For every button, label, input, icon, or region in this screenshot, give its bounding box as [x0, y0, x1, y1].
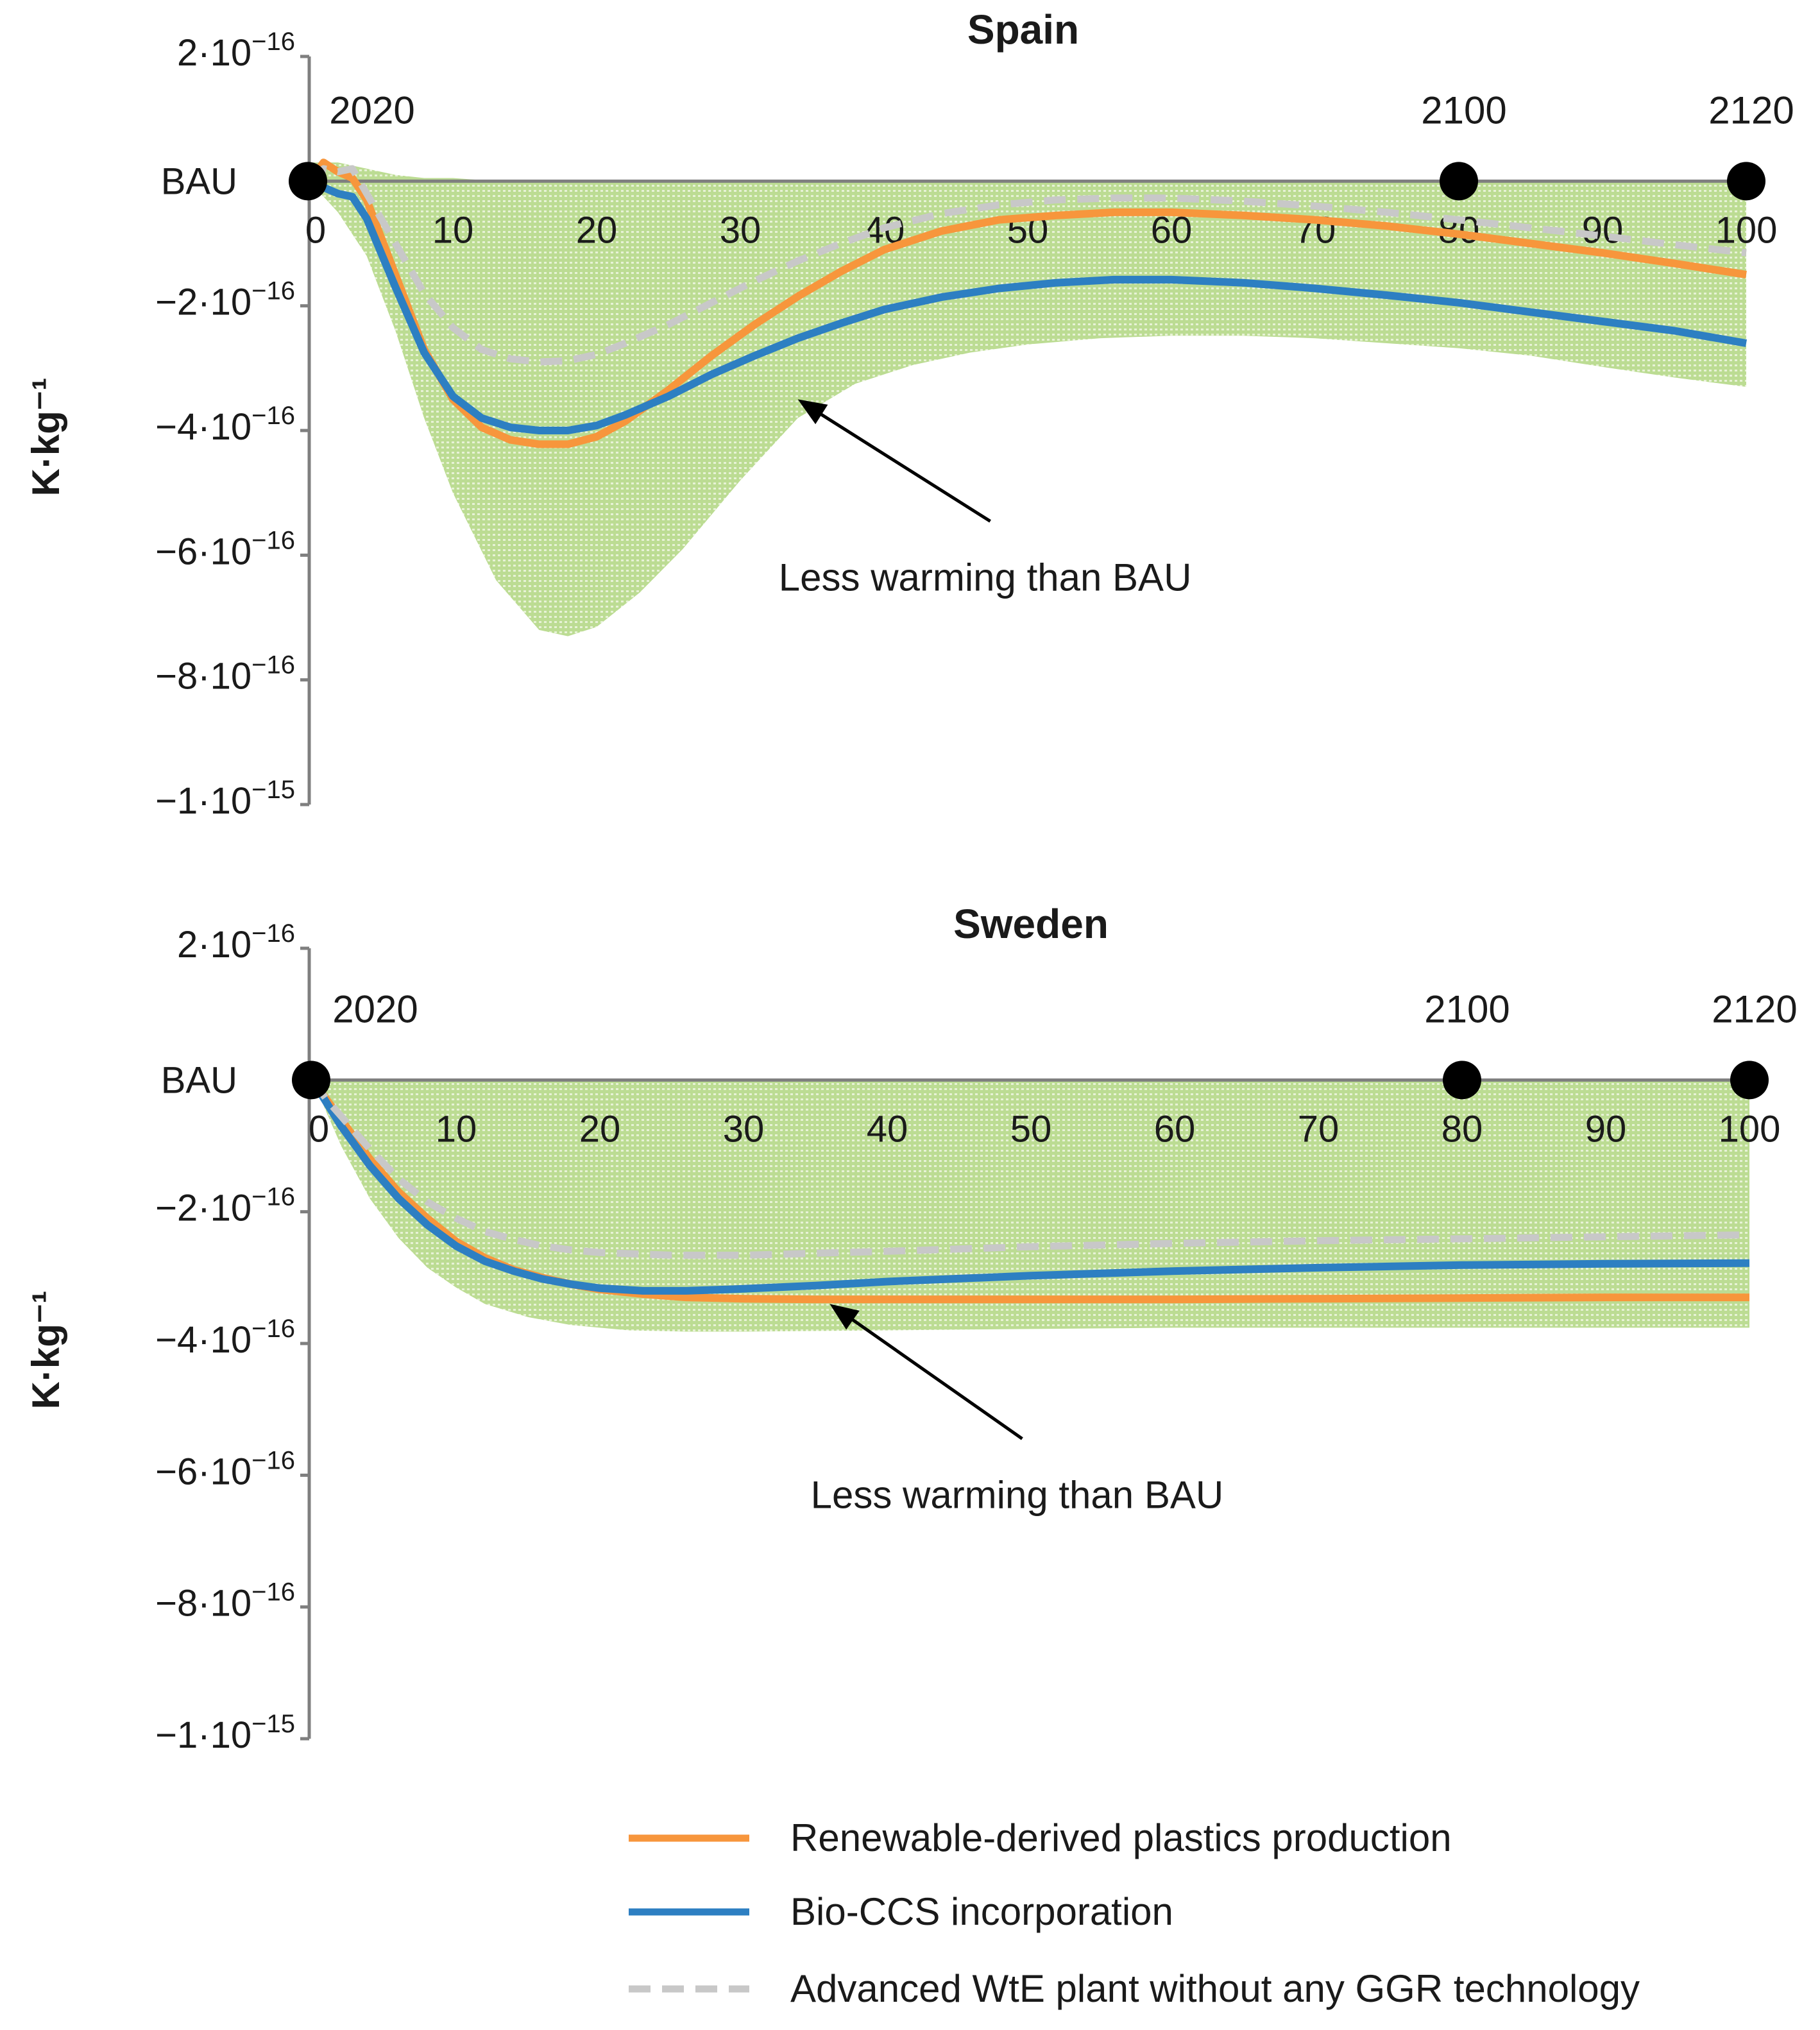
y-tick-label: −6·10−16 — [155, 526, 295, 572]
annotation-text: Less warming than BAU — [779, 556, 1192, 599]
y-tick-label: −1·10−15 — [155, 1710, 295, 1756]
series-line-bio-ccs-incorporation — [309, 1078, 1750, 1295]
x-tick-label: 0 — [309, 1108, 329, 1150]
baseline-label: BAU — [161, 1059, 237, 1101]
panel-sweden: Sweden 2·10−16 −2·10−16 −4·10−16 −6·10−16 −8·… — [24, 901, 1798, 1756]
year-marker — [1440, 162, 1478, 201]
annotation-text: Less warming than BAU — [811, 1473, 1224, 1516]
year-marker — [289, 162, 327, 201]
x-tick-label: 60 — [1154, 1108, 1196, 1150]
year-label: 2020 — [329, 89, 414, 132]
x-tick-label: 70 — [1298, 1108, 1339, 1150]
legend-label: Advanced WtE plant without any GGR techn… — [790, 1967, 1640, 2010]
x-tick-label: 30 — [720, 209, 761, 251]
baseline-label: BAU — [161, 160, 237, 202]
year-marker — [1443, 1061, 1481, 1100]
year-label: 2020 — [332, 987, 418, 1030]
panel-spain: Spain 2·10−16 −2·10−16 −4·10−16 −6·10−16 −8·1… — [24, 6, 1794, 822]
y-tick-label: −4·10−16 — [155, 402, 295, 448]
x-tick-label: 30 — [723, 1108, 765, 1150]
chart-title: Sweden — [953, 901, 1109, 947]
year-marker — [1727, 162, 1765, 201]
year-label: 2100 — [1424, 987, 1510, 1030]
y-tick-label: −6·10−16 — [155, 1446, 295, 1492]
legend-label: Renewable-derived plastics production — [790, 1816, 1452, 1859]
y-tick-label: −2·10−16 — [155, 277, 295, 323]
x-tick-label: 10 — [432, 209, 474, 251]
annotation-arrow-head — [797, 399, 828, 425]
annotation-arrow-shaft — [804, 403, 991, 523]
y-tick-label: −2·10−16 — [155, 1183, 295, 1229]
y-tick-label: −1·10−15 — [155, 776, 295, 822]
year-label: 2120 — [1712, 987, 1797, 1030]
x-tick-label: 80 — [1442, 1108, 1483, 1150]
legend: Renewable-derived plastics production Bio… — [629, 1816, 1640, 2010]
year-label: 2100 — [1421, 89, 1506, 132]
series-line-advanced-wte-plant-without-any-ggr-technology — [309, 1078, 1750, 1259]
x-tick-label: 90 — [1582, 209, 1624, 251]
y-tick-label: 2·10−16 — [177, 919, 295, 966]
x-tick-label: 10 — [436, 1108, 477, 1150]
y-axis-label: K·kg⁻¹ — [24, 378, 67, 497]
series-line-bio-ccs-incorporation — [307, 177, 1748, 434]
y-tick-label: −4·10−16 — [155, 1315, 295, 1361]
y-tick-label: −8·10−16 — [155, 1578, 295, 1625]
x-tick-label: 100 — [1715, 209, 1778, 251]
y-tick-label: −8·10−16 — [155, 651, 295, 697]
y-tick-label: 2·10−16 — [177, 28, 295, 74]
x-tick-label: 90 — [1585, 1108, 1627, 1150]
x-tick-label: 0 — [305, 209, 326, 251]
year-label: 2120 — [1708, 89, 1794, 132]
series-line-advanced-wte-plant-without-any-ggr-technology — [307, 165, 1747, 366]
x-tick-label: 20 — [576, 209, 618, 251]
x-tick-label: 100 — [1719, 1108, 1781, 1150]
chart-title: Spain — [967, 6, 1079, 53]
year-marker — [1730, 1061, 1769, 1100]
y-axis-label: K·kg⁻¹ — [24, 1291, 67, 1410]
uncertainty-band — [309, 162, 1746, 636]
x-tick-label: 20 — [579, 1108, 621, 1150]
annotation-arrow-head — [829, 1304, 860, 1330]
legend-label: Bio-CCS incorporation — [790, 1890, 1173, 1933]
x-tick-label: 40 — [867, 1108, 908, 1150]
year-marker — [292, 1061, 330, 1100]
x-tick-label: 50 — [1010, 1108, 1052, 1150]
annotation-arrow-shaft — [836, 1308, 1023, 1440]
